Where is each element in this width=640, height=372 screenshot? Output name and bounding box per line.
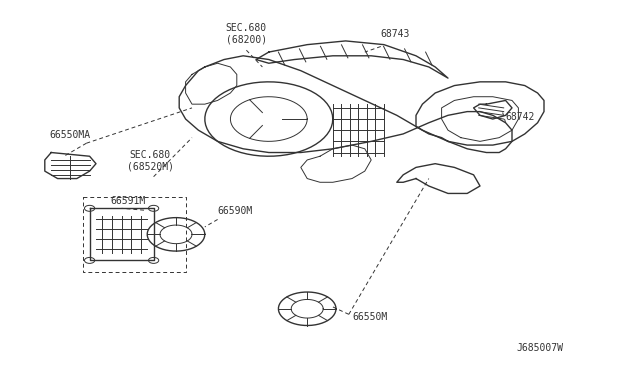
Text: J685007W: J685007W — [516, 343, 563, 353]
Text: 66550M: 66550M — [352, 312, 387, 322]
Text: SEC.680
(68520M): SEC.680 (68520M) — [127, 150, 174, 171]
Text: SEC.680
(68200): SEC.680 (68200) — [226, 23, 267, 45]
Text: 68742: 68742 — [506, 112, 535, 122]
Text: 66550MA: 66550MA — [50, 129, 91, 140]
Text: 66591M: 66591M — [110, 196, 146, 206]
Text: 68743: 68743 — [381, 29, 410, 39]
Text: 66590M: 66590M — [218, 206, 253, 216]
